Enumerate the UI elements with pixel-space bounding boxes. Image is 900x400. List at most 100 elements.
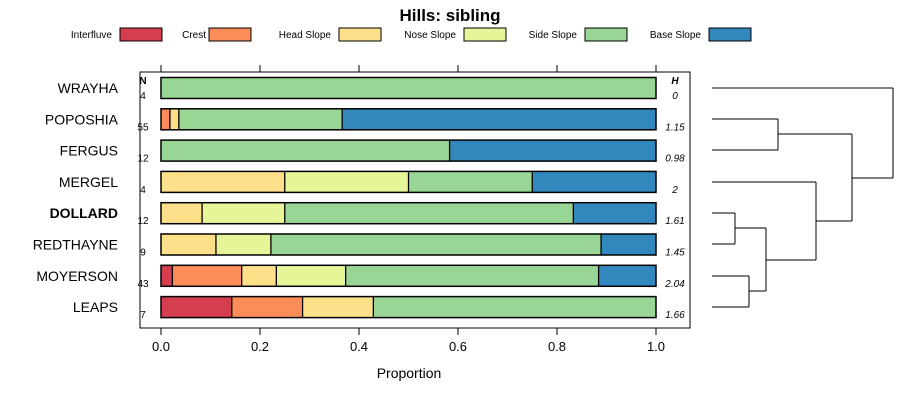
bar-segment-poposhia-head-slope [169, 108, 179, 130]
bar-outline-redthayne [160, 233, 657, 256]
n-value-wrayha: 4 [140, 91, 146, 102]
bar-outline-mergel [160, 170, 657, 194]
legend-label-interfluve: Interfluve [71, 30, 113, 41]
x-tick-label-1: 0.2 [251, 339, 269, 354]
bar-segment-redthayne-head-slope [161, 234, 216, 255]
bar-segment-mergel-side-slope [408, 171, 533, 193]
bar-segment-wrayha-side-slope [161, 77, 656, 99]
bar-row-leaps [160, 295, 657, 319]
row-label-redthayne: REDTHAYNE [33, 237, 118, 253]
bar-segment-leaps-head-slope [302, 296, 374, 318]
legend-label-nose-slope: Nose Slope [404, 30, 456, 41]
bar-row-wrayha [160, 76, 657, 100]
h-value-fergus: 0.98 [665, 154, 685, 165]
bar-segment-leaps-crest [231, 296, 303, 318]
legend-swatch-crest [208, 27, 252, 42]
top-axis-ticks [160, 65, 657, 72]
bar-row-moyerson [160, 264, 657, 288]
n-value-poposhia: 55 [137, 122, 149, 133]
n-column-header: N [139, 76, 146, 87]
dendrogram [712, 87, 894, 308]
bar-segment-mergel-nose-slope [284, 171, 409, 193]
row-label-poposhia: POPOSHIA [45, 111, 119, 127]
n-value-fergus: 12 [137, 154, 149, 165]
row-label-moyerson: MOYERSON [36, 268, 118, 284]
bar-segment-mergel-base-slope [532, 171, 656, 193]
h-value-redthayne: 1.45 [665, 248, 685, 259]
bar-segment-dollard-nose-slope [202, 202, 285, 224]
legend-swatch-head-slope [338, 27, 382, 42]
bar-segment-redthayne-nose-slope [215, 234, 271, 255]
bar-segment-fergus-side-slope [161, 140, 450, 162]
legend-swatch-side-slope [584, 27, 628, 42]
legend-label-crest: Crest [182, 30, 206, 41]
bar-segment-leaps-interfluve [161, 296, 232, 318]
h-value-mergel: 2 [671, 185, 678, 196]
bar-row-fergus [160, 139, 657, 162]
n-value-moyerson: 43 [137, 279, 149, 290]
legend-label-base-slope: Base Slope [650, 30, 702, 41]
h-value-leaps: 1.66 [665, 310, 685, 321]
h-value-poposhia: 1.15 [665, 122, 685, 133]
bar-outline-dollard [160, 201, 657, 225]
legend-swatch-base-slope [708, 27, 752, 42]
bar-outline-leaps [160, 295, 657, 319]
bar-segment-poposhia-crest [161, 108, 170, 130]
bar-segment-dollard-head-slope [161, 202, 203, 224]
h-values: 0 1.15 0.98 2 1.61 1.45 2.04 1.66 [664, 91, 685, 321]
bar-segment-fergus-base-slope [449, 140, 656, 162]
bar-segment-moyerson-crest [172, 265, 242, 287]
bar-row-mergel [160, 170, 657, 194]
plot-panel [139, 71, 691, 329]
bar-row-poposhia [160, 108, 657, 131]
bar-segment-moyerson-side-slope [345, 265, 599, 287]
h-value-moyerson: 2.04 [664, 279, 685, 290]
bar-segment-moyerson-base-slope [598, 265, 656, 287]
legend-label-head-slope: Head Slope [279, 30, 332, 41]
bar-segment-poposhia-side-slope [178, 108, 343, 130]
row-labels: WRAYHA POPOSHIA FERGUS MERGEL DOLLARD REDTHAY… [33, 80, 119, 315]
h-value-wrayha: 0 [672, 91, 678, 102]
bar-segment-moyerson-head-slope [241, 265, 277, 287]
legend-swatch-interfluve [119, 27, 163, 42]
n-value-dollard: 12 [137, 216, 149, 227]
n-value-mergel: 4 [140, 185, 146, 196]
bar-row-dollard [160, 201, 657, 225]
legend-swatch-nose-slope [463, 27, 507, 42]
h-column-header: H [671, 76, 679, 87]
x-tick-label-4: 0.8 [548, 339, 566, 354]
n-value-leaps: 7 [140, 310, 146, 321]
x-tick-label-3: 0.6 [449, 339, 467, 354]
bars [160, 76, 657, 319]
n-value-redthayne: 9 [140, 248, 146, 259]
h-value-dollard: 1.61 [665, 216, 684, 227]
x-axis: 0.0 0.2 0.4 0.6 0.8 1.0 [152, 328, 665, 354]
bar-outline-poposhia [160, 108, 657, 131]
n-values: 4 55 12 4 12 9 43 7 [137, 91, 149, 321]
bar-outline-wrayha [160, 76, 657, 100]
bar-outline-fergus [160, 139, 657, 162]
bar-outline-moyerson [160, 264, 657, 288]
bar-segment-mergel-head-slope [161, 171, 285, 193]
bar-segment-redthayne-side-slope [270, 234, 602, 255]
x-axis-label: Proportion [377, 365, 442, 381]
bar-segment-moyerson-interfluve [161, 265, 173, 287]
bar-segment-dollard-side-slope [284, 202, 574, 224]
row-label-leaps: LEAPS [73, 299, 118, 315]
bar-segment-leaps-side-slope [373, 296, 656, 318]
bar-row-redthayne [160, 233, 657, 256]
legend-label-side-slope: Side Slope [529, 30, 578, 41]
chart-title: Hills: sibling [399, 6, 500, 25]
x-tick-label-2: 0.4 [350, 339, 368, 354]
x-tick-label-0: 0.0 [152, 339, 170, 354]
x-tick-label-5: 1.0 [647, 339, 665, 354]
row-label-fergus: FERGUS [60, 143, 118, 159]
bar-segment-poposhia-base-slope [342, 108, 656, 130]
row-label-dollard: DOLLARD [50, 205, 118, 221]
bar-segment-redthayne-base-slope [601, 234, 656, 255]
bar-segment-dollard-base-slope [573, 202, 656, 224]
legend: Interfluve Crest Head Slope Nose Slope Side … [71, 27, 752, 42]
row-label-wrayha: WRAYHA [58, 80, 119, 96]
bar-segment-moyerson-nose-slope [276, 265, 346, 287]
